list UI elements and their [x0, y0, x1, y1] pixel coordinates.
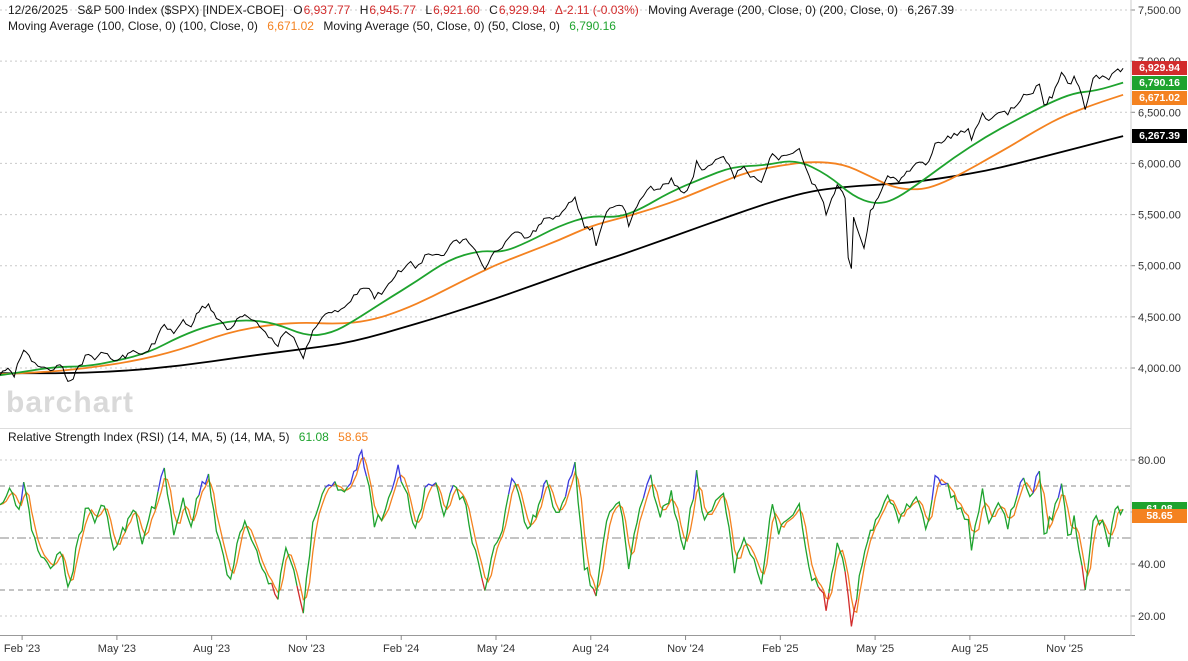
rsi-header: Relative Strength Index (RSI) (14, MA, 5… [8, 430, 374, 444]
symbol-title: S&P 500 Index ($SPX) [INDEX-CBOE] [77, 3, 284, 17]
change-value: Δ-2.11 (-0.03%) [554, 3, 639, 17]
open-value: 6,937.77 [303, 3, 351, 17]
svg-text:Nov '24: Nov '24 [667, 643, 704, 655]
ma100-study-label: Moving Average (100, Close, 0) (100, Clo… [8, 19, 258, 33]
price-flag-2: 6,671.02 [1132, 91, 1187, 106]
svg-text:Aug '25: Aug '25 [951, 643, 988, 655]
ma50-value: 6,790.16 [569, 19, 616, 33]
price-flag-1: 6,790.16 [1132, 76, 1187, 91]
svg-text:May '25: May '25 [856, 643, 894, 655]
close-value: 6,929.94 [498, 3, 546, 17]
barchart-logo: barchart [6, 386, 135, 419]
chart-header-line2: Moving Average (100, Close, 0) (100, Clo… [8, 19, 622, 33]
svg-text:7,500.00: 7,500.00 [1138, 5, 1181, 17]
low-label: L [425, 3, 433, 17]
svg-text:Aug '23: Aug '23 [193, 643, 230, 655]
svg-text:4,000.00: 4,000.00 [1138, 363, 1181, 375]
svg-text:Feb '24: Feb '24 [383, 643, 419, 655]
svg-text:Feb '25: Feb '25 [762, 643, 798, 655]
open-label: O [293, 3, 303, 17]
svg-text:20.00: 20.00 [1138, 611, 1166, 623]
svg-text:5,500.00: 5,500.00 [1138, 210, 1181, 222]
svg-text:40.00: 40.00 [1138, 559, 1166, 571]
svg-text:Aug '24: Aug '24 [572, 643, 609, 655]
rsi-flag-1: 58.65 [1132, 508, 1187, 523]
rsi-study-label: Relative Strength Index (RSI) (14, MA, 5… [8, 430, 290, 444]
svg-text:May '24: May '24 [477, 643, 515, 655]
price-flag-0: 6,929.94 [1132, 61, 1187, 76]
quote-date: 12/26/2025 [8, 3, 69, 17]
rsi-ma-value: 58.65 [338, 430, 369, 444]
chart-header-line1: 12/26/2025 S&P 500 Index ($SPX) [INDEX-C… [8, 3, 960, 17]
high-value: 6,945.77 [369, 3, 417, 17]
svg-text:Feb '23: Feb '23 [4, 643, 40, 655]
svg-text:Nov '23: Nov '23 [288, 643, 325, 655]
svg-text:80.00: 80.00 [1138, 455, 1166, 467]
ma50-study-label: Moving Average (50, Close, 0) (50, Close… [323, 19, 560, 33]
svg-text:6,000.00: 6,000.00 [1138, 158, 1181, 170]
close-label: C [489, 3, 498, 17]
svg-text:6,500.00: 6,500.00 [1138, 107, 1181, 119]
ma200-value: 6,267.39 [907, 3, 955, 17]
svg-text:4,500.00: 4,500.00 [1138, 312, 1181, 324]
low-value: 6,921.60 [433, 3, 480, 17]
high-label: H [359, 3, 369, 17]
price-flag-3: 6,267.39 [1132, 129, 1187, 144]
ma100-value: 6,671.02 [267, 19, 314, 33]
svg-text:May '23: May '23 [98, 643, 136, 655]
ma200-study-label: Moving Average (200, Close, 0) (200, Clo… [648, 3, 898, 17]
svg-text:Nov '25: Nov '25 [1046, 643, 1083, 655]
rsi-value: 61.08 [298, 430, 329, 444]
svg-text:5,000.00: 5,000.00 [1138, 261, 1181, 273]
